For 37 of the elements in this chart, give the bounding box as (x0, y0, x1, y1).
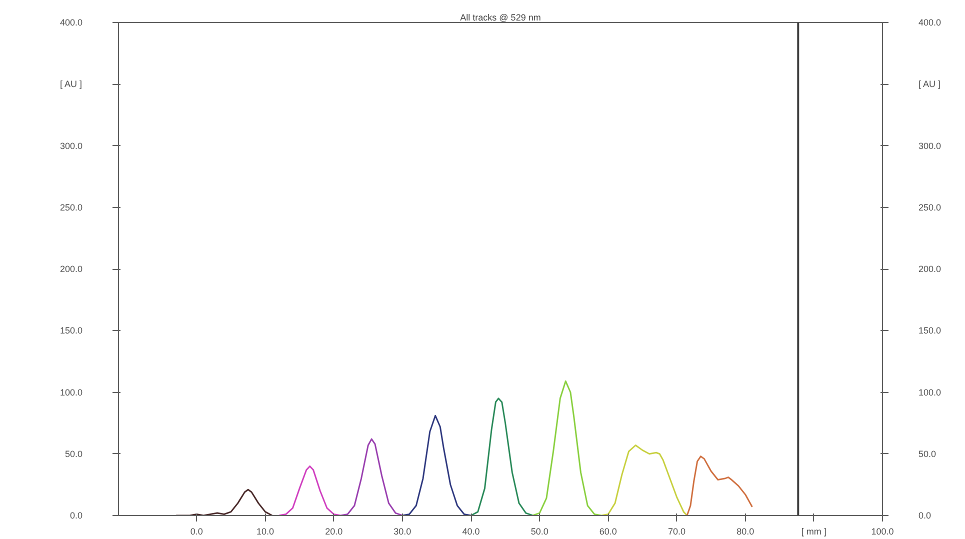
x-tick-label: 80.0 (736, 526, 754, 536)
y-tick-label: 150.0 (60, 326, 83, 336)
y2-tick-label: 100.0 (918, 387, 942, 398)
y-tick-label: 200.0 (60, 264, 83, 274)
y2-tick-label: 300.0 (918, 140, 942, 151)
y2-tick-label: 200.0 (918, 264, 942, 274)
chart-title: All tracks @ 529 nm (460, 12, 541, 22)
line-series (600, 444, 688, 516)
line-series (402, 414, 472, 516)
line-series (278, 465, 342, 516)
x-tick-label: 60.0 (599, 526, 617, 536)
x-tick-label: 70.0 (668, 526, 686, 536)
y-tick-label: 250.0 (60, 202, 83, 212)
x-tick-label: [ mm ] (801, 526, 826, 536)
line-series (686, 456, 753, 516)
x-tick-label: 40.0 (462, 526, 480, 536)
y-tick-label: 400.0 (60, 18, 83, 28)
y-tick-label: 0.0 (70, 510, 83, 520)
y2-tick-label: 0.0 (918, 510, 932, 520)
y-tick-label: 100.0 (60, 387, 83, 398)
y2-tick-label: 400.0 (918, 18, 942, 28)
y2-tick-label: 150.0 (918, 326, 942, 336)
y2-tick-label: [ AU ] (918, 79, 941, 90)
y-tick-label: 300.0 (60, 140, 83, 151)
x-tick-label: 50.0 (530, 526, 548, 536)
line-series (340, 438, 404, 516)
y2-tick-label: 250.0 (918, 202, 942, 212)
y-tick-label: [ AU ] (60, 79, 82, 90)
line-series (470, 398, 534, 516)
line-series (532, 380, 602, 516)
x-tick-label: 30.0 (394, 526, 412, 536)
y2-tick-label: 50.0 (918, 448, 936, 459)
x-tick-label: 100.0 (871, 526, 894, 536)
x-tick-label: 0.0 (190, 526, 203, 536)
y-tick-label: 50.0 (64, 448, 83, 459)
x-tick-label: 20.0 (325, 526, 343, 536)
x-tick-label: 10.0 (256, 526, 274, 536)
